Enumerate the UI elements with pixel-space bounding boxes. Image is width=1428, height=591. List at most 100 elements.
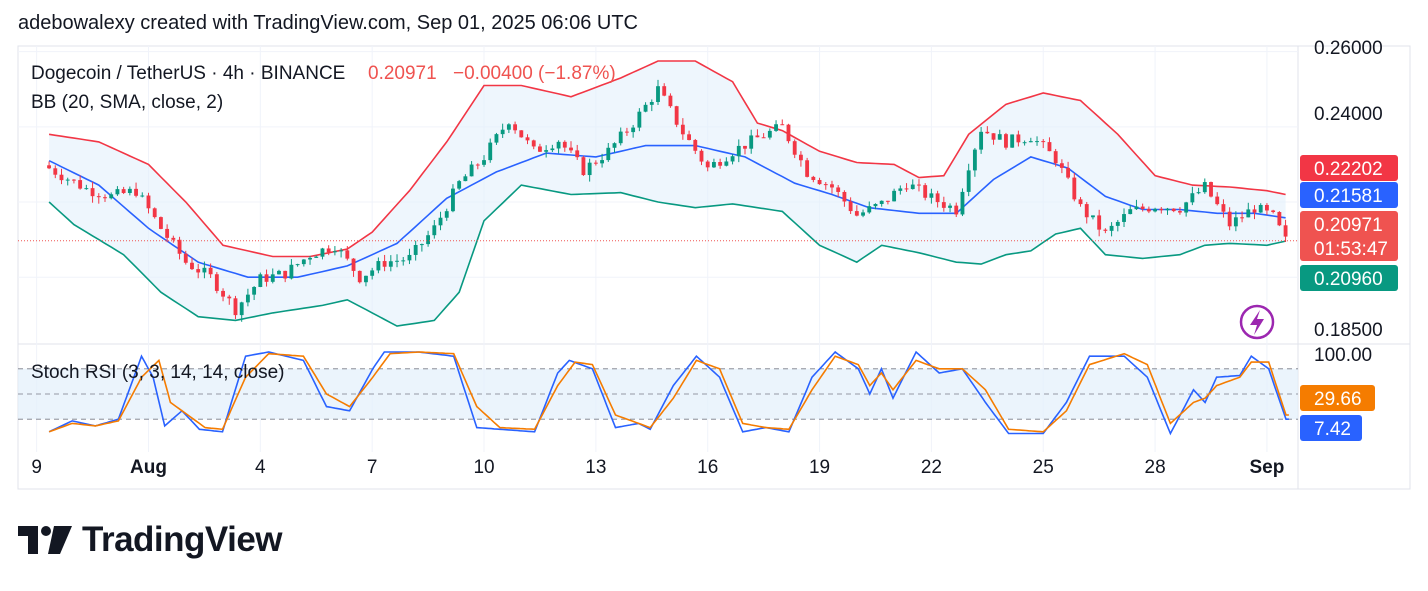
candle-body (699, 150, 704, 162)
candle-body (649, 102, 654, 105)
candle-body (1004, 134, 1008, 148)
candle-body (308, 257, 312, 260)
candle-body (1103, 229, 1108, 231)
candle-body (388, 261, 393, 267)
candle-body (413, 244, 418, 255)
time-tick-label: 4 (255, 457, 266, 478)
candle-body (1128, 209, 1133, 215)
candle-body (1072, 177, 1077, 200)
stoch-badge-label: 7.42 (1314, 419, 1351, 440)
candle-body (84, 188, 89, 190)
candle-body (1265, 204, 1269, 211)
time-tick-label: Aug (130, 457, 167, 478)
price-badge-label: 0.20971 (1314, 215, 1383, 236)
candle-body (873, 203, 878, 207)
candle-body (1159, 208, 1164, 211)
candle-body (948, 205, 952, 208)
candle-body (550, 148, 555, 151)
candle-body (506, 124, 511, 130)
candle-body (904, 188, 909, 190)
time-tick-label: 19 (809, 457, 830, 478)
candle-body (1097, 215, 1102, 230)
price-badge (1300, 182, 1398, 208)
candle-body (1171, 208, 1176, 212)
candle-body (1041, 141, 1046, 143)
candle-body (202, 267, 207, 273)
candle-body (774, 124, 778, 131)
candle-body (103, 197, 107, 199)
candle-body (1196, 192, 1201, 194)
candle-body (382, 261, 387, 267)
candle-body (767, 130, 772, 138)
candle-body (1122, 214, 1126, 222)
candle-body (823, 184, 828, 186)
candle-body (140, 195, 145, 197)
candle-body (277, 270, 281, 275)
candle-body (730, 156, 735, 162)
candle-body (1078, 199, 1083, 205)
candle-body (401, 260, 406, 262)
candle-body (1202, 182, 1207, 193)
candle-body (1016, 134, 1021, 143)
candle-body (805, 160, 810, 177)
candle-body (643, 104, 648, 112)
candle-body (743, 145, 747, 149)
candle-body (47, 165, 51, 169)
candle-body (680, 124, 685, 135)
candle-body (115, 189, 120, 195)
candle-body (749, 135, 754, 149)
candle-body (1053, 151, 1058, 164)
candle-body (885, 200, 890, 202)
candle-body (811, 176, 816, 180)
tradingview-logo-icon (18, 526, 72, 554)
candle-body (1047, 142, 1052, 152)
candle-body (59, 174, 64, 181)
candles (47, 79, 1288, 322)
candle-body (233, 298, 238, 316)
chart-frame (17, 45, 1411, 490)
bb-lower-line (48, 184, 1286, 327)
candle-body (1221, 204, 1226, 212)
price-badge-label: 0.21581 (1314, 186, 1383, 207)
lightning-icon[interactable] (1239, 304, 1275, 340)
candle-body (500, 129, 505, 135)
candle-body (1271, 210, 1276, 213)
candle-body (637, 111, 642, 128)
candle-body (618, 131, 623, 144)
candle-body (854, 211, 859, 216)
candle-body (600, 160, 605, 164)
candle-body (1178, 211, 1182, 213)
candle-body (1252, 209, 1257, 213)
time-tick-label: 13 (585, 457, 606, 478)
candle-body (370, 270, 375, 276)
candle-body (419, 244, 424, 246)
candle-body (861, 212, 865, 216)
candle-body (898, 188, 903, 191)
tradingview-logo[interactable]: TradingView (18, 520, 283, 560)
candle-body (954, 205, 959, 215)
price-badge (1300, 265, 1398, 291)
candle-body (780, 124, 785, 126)
candle-body (755, 135, 760, 138)
candle-body (146, 195, 151, 209)
candle-body (693, 140, 698, 151)
candle-body (792, 141, 797, 155)
candle-body (1010, 134, 1015, 148)
candle-body (668, 95, 673, 107)
candle-body (165, 228, 170, 238)
symbol-label: Dogecoin / TetherUS · 4h · BINANCE (31, 63, 345, 84)
candle-body (351, 258, 356, 271)
candle-body (482, 160, 486, 165)
price-badge (1300, 211, 1398, 261)
candle-body (581, 157, 586, 176)
price-tick-label: 0.24000 (1314, 104, 1383, 125)
candle-body (1084, 204, 1089, 218)
candle-body (78, 180, 83, 189)
bb-basis-line (48, 144, 1286, 279)
candle-body (587, 162, 592, 176)
candle-body (1277, 212, 1282, 226)
time-tick-label: 22 (921, 457, 942, 478)
candle-body (1190, 193, 1195, 203)
candle-body (736, 145, 741, 157)
